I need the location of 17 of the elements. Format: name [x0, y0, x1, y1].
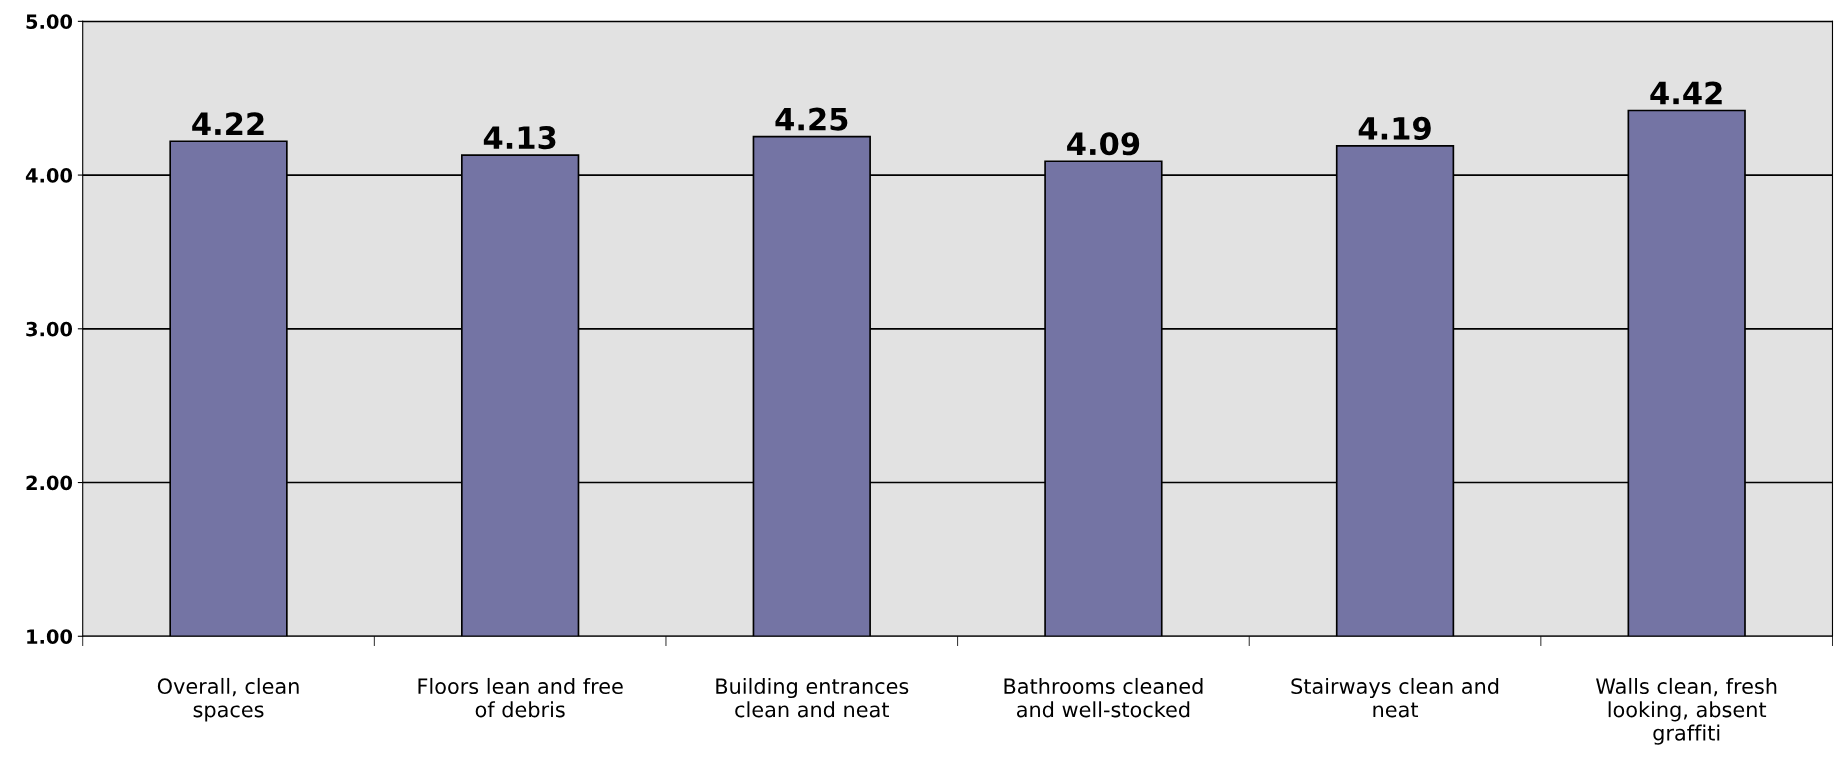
x-tick-label: Bathrooms cleaned and well-stocked	[1004, 677, 1203, 718]
y-tick-label: 3.00	[26, 321, 73, 337]
y-tick-label: 2.00	[26, 475, 73, 491]
x-tick-label: Building entrances clean and neat	[716, 677, 909, 718]
y-tick-label: 4.00	[25, 168, 73, 183]
x-tick-label: Floors lean and free of debris	[418, 677, 623, 718]
data-label: 4.25	[775, 107, 848, 131]
data-label: 4.19	[1358, 116, 1431, 140]
x-tick-label: Overall, clean spaces	[157, 677, 299, 722]
data-label: 4.13	[483, 126, 556, 150]
data-label: 4.42	[1650, 81, 1722, 105]
x-tick-label: Stairways clean and neat	[1291, 677, 1499, 718]
data-label: 4.22	[192, 112, 264, 135]
data-label: 4.09	[1067, 132, 1140, 156]
y-tick-label: 5.00	[26, 14, 73, 29]
x-tick-label: Walls clean, fresh looking, absent graffiti	[1596, 677, 1777, 745]
y-tick-label: 1.00	[27, 629, 73, 644]
